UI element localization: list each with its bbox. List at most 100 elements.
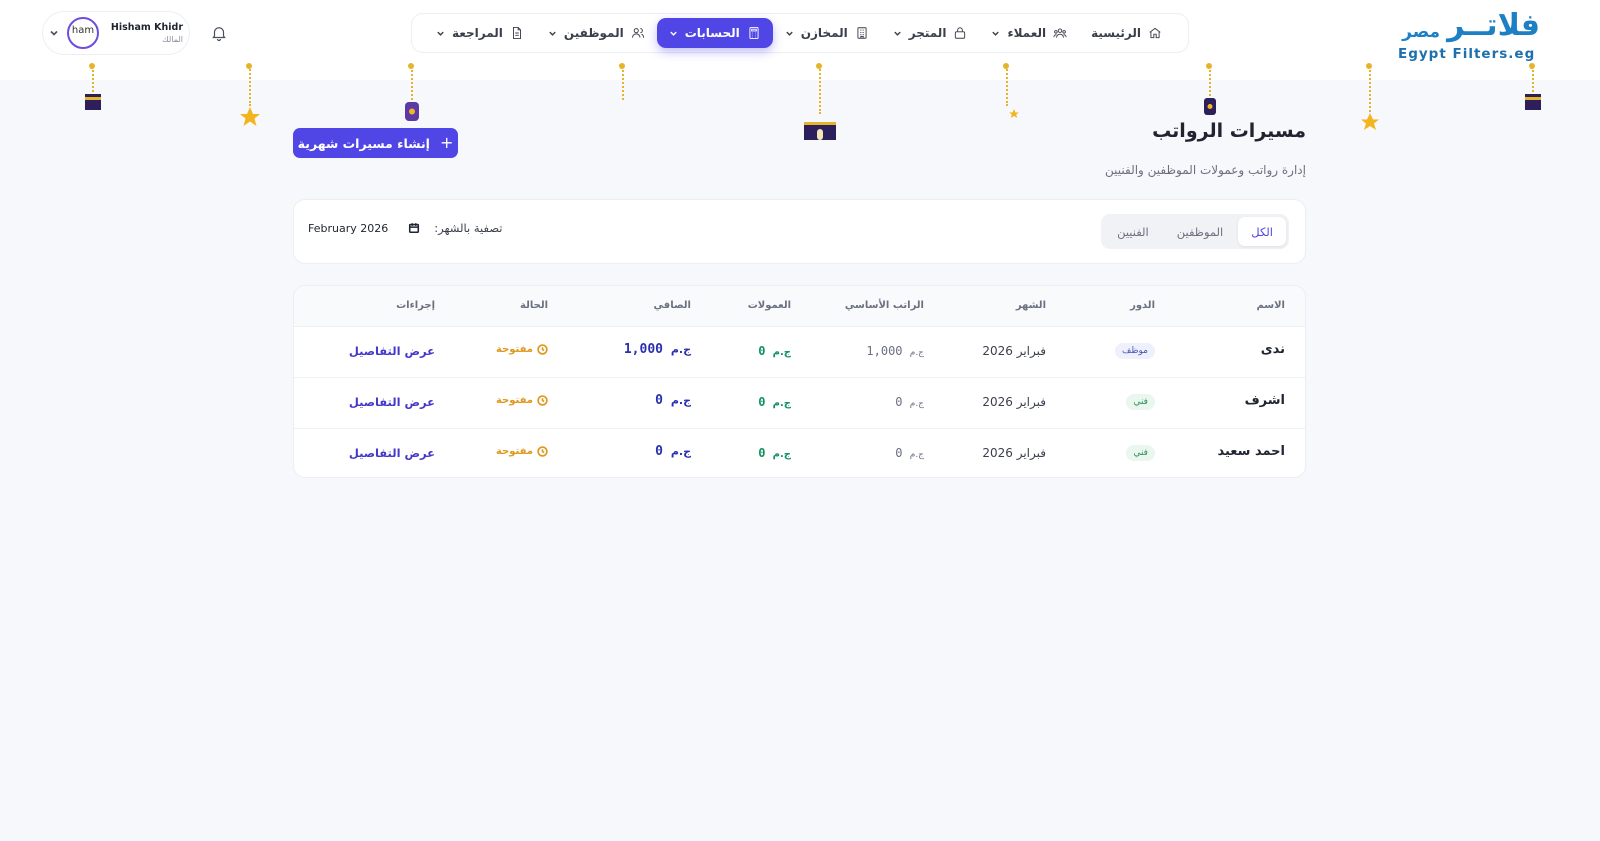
lantern-icon [405, 102, 419, 121]
chevron-down-icon [437, 31, 444, 36]
base-salary: ج.م 0 [895, 446, 924, 460]
view-details-link[interactable]: عرض التفاصيل [348, 395, 435, 409]
nav-item-clients[interactable]: العملاء [979, 18, 1079, 48]
currency-label: ج.م [909, 348, 924, 358]
tab-technicians[interactable]: الفنيين [1117, 224, 1149, 239]
chevron-down-icon [894, 31, 901, 36]
view-details-link[interactable]: عرض التفاصيل [348, 344, 435, 358]
nav-item-review[interactable]: المراجعة [424, 18, 536, 48]
chevron-down-icon [549, 31, 556, 36]
payroll-month: فبراير 2026 [982, 446, 1046, 460]
header-actions: إجراءات [396, 300, 435, 311]
clock-icon [537, 344, 548, 355]
nav-item-home[interactable]: الرئيسية [1079, 18, 1174, 48]
base-salary-value: 0 [895, 446, 903, 460]
commission: ج.م 0 [758, 344, 791, 358]
header-commission: العمولات [747, 300, 791, 311]
building-icon [857, 27, 867, 39]
commission-value: 0 [758, 446, 766, 460]
staff-icon [631, 28, 644, 38]
notifications-button[interactable] [202, 16, 236, 50]
users-group-icon [1053, 28, 1067, 38]
nav-item-label: الموظفين [563, 26, 624, 40]
employee-name: ندى [1260, 342, 1285, 357]
payroll-month: فبراير 2026 [982, 344, 1046, 358]
nav-item-label: المتجر [908, 26, 947, 40]
commission-value: 0 [758, 344, 766, 358]
chevron-down-icon [50, 30, 58, 36]
table-header: الاسم الدور الشهر الراتب الأساسي العمولا… [294, 286, 1305, 327]
plus-icon: + [439, 133, 454, 152]
crescent-icon [617, 102, 626, 120]
net-salary-value: 0 [655, 444, 663, 459]
bell-icon [212, 27, 226, 42]
page-title: مسيرات الرواتب [1152, 120, 1306, 142]
currency-label: ج.م [909, 399, 924, 409]
lock-bag-icon [955, 27, 966, 39]
brand-name-english: Egypt Filters.eg [1398, 46, 1536, 62]
top-bar: مصر فلاتــر Egypt Filters.eg الرئيسية الع… [0, 0, 1600, 80]
view-details-link[interactable]: عرض التفاصيل [348, 446, 435, 460]
create-button-label: إنشاء مسيرات شهرية [297, 135, 430, 151]
commission: ج.م 0 [758, 446, 791, 460]
header-net: الصافي [653, 300, 691, 311]
commission-value: 0 [758, 395, 766, 409]
base-salary-value: 0 [895, 395, 903, 409]
status-badge: مفتوحة [496, 446, 548, 457]
nav-item-warehouses[interactable]: المخازن [773, 18, 881, 48]
net-salary-value: 0 [655, 393, 663, 408]
avatar-alt-text: ham [71, 25, 95, 36]
user-name: Hisham Khidr [110, 22, 183, 33]
brand-logo[interactable]: مصر فلاتــر Egypt Filters.eg [1398, 6, 1548, 68]
base-salary: ج.م 0 [895, 395, 924, 409]
month-picker-input[interactable]: February 2026 [308, 222, 420, 235]
clock-icon [537, 446, 548, 457]
clock-icon [537, 395, 548, 406]
user-menu[interactable]: ham Hisham Khidr المالك [42, 11, 190, 55]
header-status: الحالة [520, 300, 548, 311]
table-row: اشرف فني فبراير 2026 ج.م 0 ج.م 0 ج.م 0 مفتوحة ع… [294, 378, 1305, 429]
net-salary: ج.م 1,000 [624, 342, 691, 357]
nav-item-employees[interactable]: الموظفين [536, 18, 657, 48]
table-row: احمد سعيد فني فبراير 2026 ج.م 0 ج.م 0 ج.م 0 مف… [294, 429, 1305, 477]
calendar-icon[interactable] [408, 222, 420, 234]
create-monthly-payroll-button[interactable]: + إنشاء مسيرات شهرية [293, 128, 458, 158]
currency-label: ج.م [772, 347, 791, 358]
nav-item-label: المخازن [800, 26, 848, 40]
status-badge: مفتوحة [496, 395, 548, 406]
nav-item-accounts[interactable]: الحسابات [656, 18, 773, 48]
role-badge: فني [1126, 394, 1155, 410]
page-subtitle: إدارة رواتب وعمولات الموظفين والفنيين [1105, 163, 1306, 177]
currency-label: ج.م [772, 449, 791, 460]
header-month: الشهر [1015, 300, 1046, 311]
currency-label: ج.م [772, 398, 791, 409]
star-icon [1361, 113, 1379, 130]
chevron-down-icon [670, 31, 677, 36]
status-label: مفتوحة [495, 446, 533, 457]
base-salary-value: 1,000 [866, 344, 903, 358]
net-salary: ج.م 0 [655, 393, 691, 408]
header-role: الدور [1130, 300, 1155, 311]
payroll-month: فبراير 2026 [982, 395, 1046, 409]
table-body: ندى موظف فبراير 2026 ج.م 1,000 ج.م 0 ج.م 1,00… [294, 327, 1305, 477]
file-icon [512, 26, 521, 40]
nav-item-store[interactable]: المتجر [881, 18, 980, 48]
tab-all[interactable]: الكل [1238, 217, 1286, 246]
brand-name-arabic: فلاتــر [1447, 8, 1541, 43]
status-label: مفتوحة [495, 344, 533, 355]
currency-label: ج.م [909, 450, 924, 460]
mosque-icon [804, 122, 836, 140]
tab-employees[interactable]: الموظفين [1176, 224, 1224, 239]
currency-label: ج.م [670, 343, 691, 356]
currency-label: ج.م [670, 394, 691, 407]
brand-name-small: مصر [1402, 22, 1440, 42]
payroll-table: الاسم الدور الشهر الراتب الأساسي العمولا… [293, 285, 1306, 478]
main-nav: الرئيسية العملاء المتجر المخازن الحسابات المو… [411, 13, 1189, 53]
nav-item-label: العملاء [1007, 26, 1047, 40]
commission: ج.م 0 [758, 395, 791, 409]
header-base-salary: الراتب الأساسي [844, 300, 924, 311]
table-row: ندى موظف فبراير 2026 ج.م 1,000 ج.م 0 ج.م 1,00… [294, 327, 1305, 378]
crescent-star-icon [999, 109, 1019, 125]
month-filter: تصفية بالشهر: February 2026 [308, 221, 503, 235]
calculator-icon [749, 26, 759, 40]
